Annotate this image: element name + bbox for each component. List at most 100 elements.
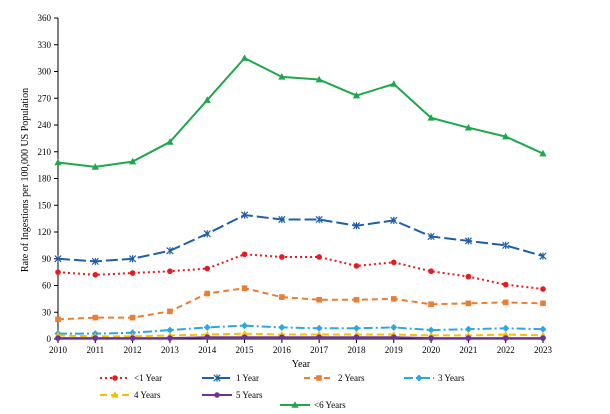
data-point xyxy=(204,334,211,341)
series-2 xyxy=(54,211,547,266)
data-point xyxy=(428,268,434,275)
data-point xyxy=(166,247,174,255)
data-point xyxy=(502,281,509,288)
series-line xyxy=(57,214,544,263)
data-point xyxy=(241,285,248,291)
data-point xyxy=(464,237,473,245)
y-tick-label: 270 xyxy=(38,93,52,103)
data-point xyxy=(91,163,99,170)
legend-item: 5 Years xyxy=(202,390,263,400)
data-point xyxy=(166,138,174,145)
data-point xyxy=(129,335,136,341)
legend-label: 2 Years xyxy=(338,373,365,383)
legend-item: <1 Year xyxy=(100,373,162,383)
data-point xyxy=(240,329,249,337)
legend-label: <6 Years xyxy=(314,400,346,410)
y-tick-label: 60 xyxy=(42,281,52,291)
legend-label: 1 Year xyxy=(236,373,259,383)
data-point xyxy=(241,251,248,258)
data-point xyxy=(203,96,211,103)
series-line xyxy=(57,332,544,338)
y-tick-label: 180 xyxy=(38,174,52,184)
data-point xyxy=(540,300,546,307)
y-tick-label: 360 xyxy=(38,13,52,23)
data-point xyxy=(465,273,472,280)
data-point xyxy=(428,301,434,308)
data-point xyxy=(241,322,249,330)
series-line xyxy=(58,324,544,335)
series-6 xyxy=(55,334,546,341)
x-tick-label: 2023 xyxy=(534,345,553,355)
data-point xyxy=(352,324,360,332)
legend-item: 2 Years xyxy=(304,373,365,383)
series-1 xyxy=(55,251,546,292)
legend-label: 5 Years xyxy=(236,390,263,400)
data-point xyxy=(54,158,62,166)
data-point xyxy=(427,114,435,121)
series-3 xyxy=(55,285,546,323)
x-tick-label: 2011 xyxy=(86,345,104,355)
legend-item: 4 Years xyxy=(100,390,161,400)
legend-marker xyxy=(214,392,220,398)
data-point xyxy=(167,308,173,315)
series-layer xyxy=(54,54,547,341)
data-point xyxy=(204,265,211,272)
data-point xyxy=(353,296,360,303)
x-tick-label: 2016 xyxy=(273,345,292,355)
y-tick-label: 0 xyxy=(47,334,52,344)
legend-item: <6 Years xyxy=(280,400,346,410)
data-point xyxy=(316,254,322,260)
legend-marker xyxy=(111,391,119,398)
data-point xyxy=(203,230,211,238)
y-tick-label: 150 xyxy=(38,200,52,210)
data-point xyxy=(167,268,173,275)
legend-item: 3 Years xyxy=(404,373,465,383)
y-axis-title: Rate of Ingestions per 100,000 US Popula… xyxy=(20,88,31,272)
series-line xyxy=(57,287,544,321)
data-point xyxy=(240,211,249,219)
x-tick-label: 2020 xyxy=(422,345,441,355)
series-line xyxy=(58,336,543,340)
data-point xyxy=(204,290,211,297)
legend-marker xyxy=(415,374,423,382)
data-point xyxy=(278,323,286,331)
legend-marker xyxy=(112,375,118,381)
data-point xyxy=(465,300,472,307)
data-point xyxy=(167,335,173,341)
legend-label: 3 Years xyxy=(438,373,465,383)
x-tick-label: 2015 xyxy=(236,345,255,355)
y-tick-label: 120 xyxy=(38,227,52,237)
data-point xyxy=(390,334,397,341)
x-tick-label: 2019 xyxy=(385,345,404,355)
x-tick-label: 2022 xyxy=(497,345,515,355)
data-point xyxy=(502,324,510,332)
y-tick-label: 30 xyxy=(42,307,52,317)
y-tick-label: 300 xyxy=(38,67,52,77)
data-point xyxy=(465,335,472,341)
data-point xyxy=(92,335,99,341)
data-point xyxy=(129,157,137,165)
data-point xyxy=(540,286,546,292)
series-7 xyxy=(54,54,547,170)
x-tick-label: 2014 xyxy=(198,345,217,355)
x-tick-label: 2010 xyxy=(49,345,68,355)
x-tick-label: 2012 xyxy=(124,345,142,355)
x-tick-label: 2018 xyxy=(347,345,366,355)
data-point xyxy=(539,325,547,333)
data-point xyxy=(502,299,509,306)
x-tick-label: 2017 xyxy=(310,345,329,355)
data-point xyxy=(390,323,398,331)
data-point xyxy=(316,296,322,303)
data-point xyxy=(539,252,547,260)
data-point xyxy=(92,314,99,321)
y-tick-label: 240 xyxy=(38,120,52,130)
y-tick-label: 330 xyxy=(38,40,52,50)
data-point xyxy=(240,54,249,61)
data-point xyxy=(92,272,99,278)
series-line xyxy=(57,253,544,291)
data-point xyxy=(427,232,435,241)
data-point xyxy=(464,325,472,333)
data-point xyxy=(390,80,398,87)
data-point xyxy=(502,330,510,338)
